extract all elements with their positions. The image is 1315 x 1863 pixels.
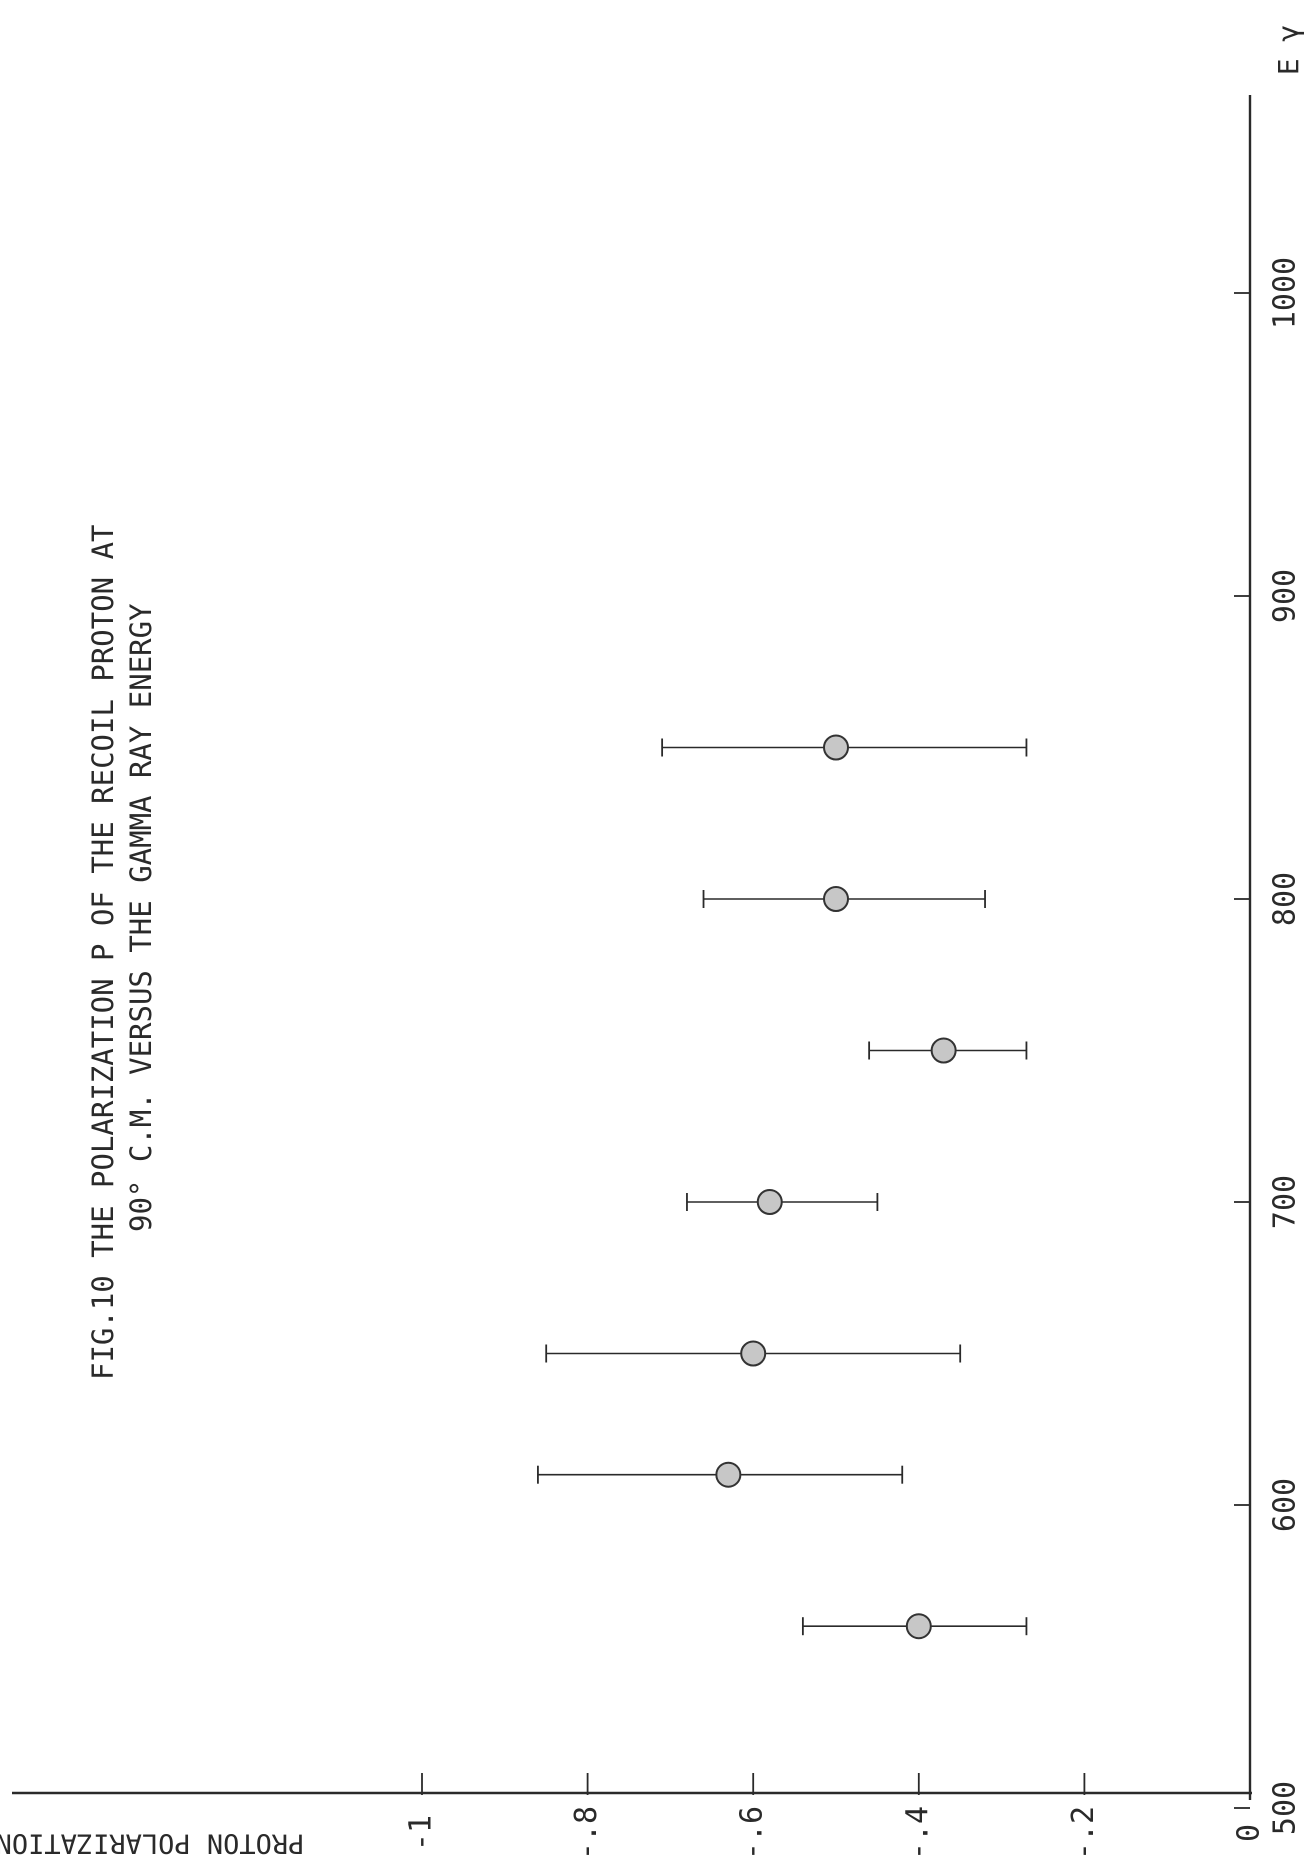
energy-tick-label: 900	[1268, 569, 1303, 623]
polarization-tick-label: 0	[1232, 1824, 1267, 1842]
energy-tick-label: 700	[1268, 1175, 1303, 1229]
data-point	[905, 1613, 932, 1640]
chart-title-line-2: 90° C.M. VERSUS THE GAMMA RAY ENERGY	[124, 603, 158, 1232]
chart-title-line-1: FIG.10 THE POLARIZATION P OF THE RECOIL …	[86, 524, 120, 1380]
energy-axis-title: E γ	[1272, 25, 1305, 76]
data-point	[740, 1340, 767, 1367]
polarization-tick-label: -.2	[1066, 1806, 1101, 1860]
polarization-tick-label: -.6	[735, 1806, 770, 1860]
polarization-tick-label: -.8	[569, 1806, 604, 1860]
polarization-tick-label: -.4	[900, 1806, 935, 1860]
data-point	[930, 1037, 957, 1064]
energy-tick-label: 800	[1268, 872, 1303, 926]
data-point	[823, 734, 849, 761]
energy-tick-label: 500	[1268, 1781, 1303, 1835]
polarization-axis-title: PROTON POLARIZATION	[0, 1828, 304, 1859]
chart-labels: 500 600 700 800 900 1000 0 -.2 -.4 -.6 -.8 -1 PROTON…	[0, 25, 1305, 1860]
chart-axes	[12, 95, 1252, 1809]
polarization-tick-label: -1	[404, 1815, 439, 1851]
data-point	[756, 1189, 783, 1215]
chart-marks	[537, 734, 1028, 1640]
energy-tick-label: 600	[1268, 1478, 1303, 1532]
data-point	[823, 886, 849, 912]
energy-tick-label: 1000	[1268, 257, 1303, 329]
data-point	[715, 1461, 742, 1488]
